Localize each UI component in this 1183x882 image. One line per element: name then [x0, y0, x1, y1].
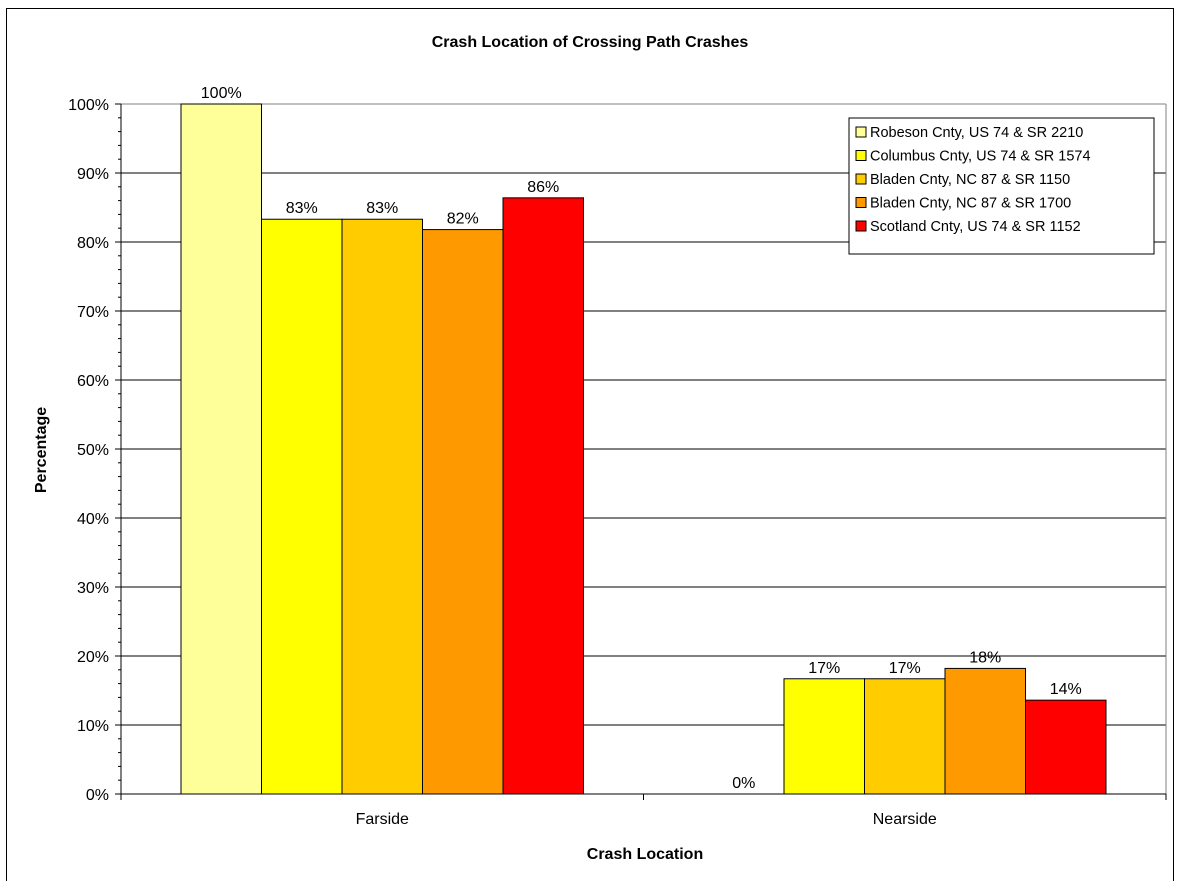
legend-swatch: [855, 220, 867, 232]
legend-label: Scotland Cnty, US 74 & SR 1152: [870, 219, 1081, 235]
y-tick-label: 80%: [77, 235, 109, 252]
data-label: 17%: [889, 660, 921, 677]
y-tick-label: 20%: [77, 649, 109, 666]
legend-swatch: [855, 126, 867, 138]
legend-label: Robeson Cnty, US 74 & SR 2210: [870, 125, 1083, 141]
legend-label: Bladen Cnty, NC 87 & SR 1700: [870, 196, 1071, 212]
legend-swatch: [855, 150, 867, 161]
bar: [180, 103, 262, 795]
bar: [261, 218, 343, 795]
y-tick-label: 30%: [77, 580, 109, 597]
legend-swatch: [855, 197, 867, 208]
legend-box: [848, 117, 1155, 255]
bar: [341, 218, 423, 795]
data-label: 18%: [969, 649, 1001, 666]
x-axis-title: Crash Location: [587, 846, 703, 863]
x-tick-label: Farside: [356, 811, 409, 828]
y-tick-label: 70%: [77, 304, 109, 321]
data-label: 14%: [1050, 681, 1082, 698]
y-tick-label: 100%: [68, 97, 109, 114]
bar: [422, 229, 504, 795]
data-label: 17%: [808, 660, 840, 677]
legend: Robeson Cnty, US 74 & SR 2210 Columbus Cn…: [848, 117, 1155, 255]
legend-label: Bladen Cnty, NC 87 & SR 1150: [870, 172, 1070, 188]
data-label: 0%: [732, 775, 755, 792]
y-tick-label: 60%: [77, 373, 109, 390]
y-tick-label: 40%: [77, 511, 109, 528]
legend-label: Columbus Cnty, US 74 & SR 1574: [870, 149, 1091, 165]
data-label: 83%: [286, 200, 318, 217]
y-axis-title: Percentage: [33, 407, 50, 493]
y-tick-label: 50%: [77, 442, 109, 459]
bar: [864, 678, 946, 795]
y-tick-label: 0%: [86, 787, 109, 804]
x-tick-label: Nearside: [873, 811, 937, 828]
bar: [783, 678, 865, 795]
bar: [1025, 699, 1107, 795]
data-label: 86%: [527, 179, 559, 196]
legend-swatch: [855, 173, 867, 185]
bar: [944, 667, 1026, 795]
chart-title: Crash Location of Crossing Path Crashes: [432, 34, 749, 51]
data-label: 83%: [366, 200, 398, 217]
y-tick-label: 90%: [77, 166, 109, 183]
data-label: 82%: [447, 211, 479, 228]
y-tick-label: 10%: [77, 718, 109, 735]
bar: [502, 197, 584, 795]
data-label: 100%: [201, 85, 242, 102]
